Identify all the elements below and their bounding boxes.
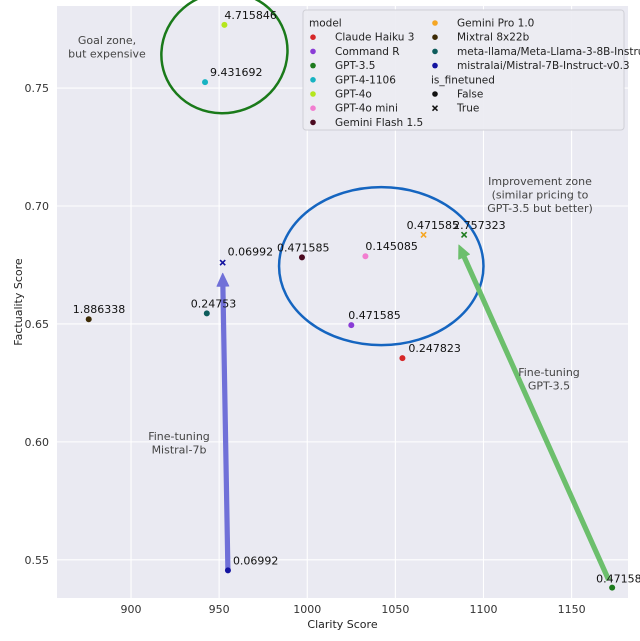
data-point (202, 79, 209, 86)
legend-item: Command R (310, 46, 400, 58)
data-point (203, 310, 210, 317)
legend-item: GPT-4o (310, 89, 372, 101)
improvement-zone-ellipse (277, 185, 485, 347)
svg-text:Command R: Command R (335, 46, 400, 58)
legend-box (302, 9, 625, 131)
annotation-finetune-mistral: Fine-tuning Mistral-7b (148, 430, 210, 457)
x-axis-label: Clarity Score (307, 618, 377, 631)
x-tick-label: 1000 (293, 603, 321, 616)
point-label: 4.715846 (224, 9, 277, 22)
y-tick-label: 0.55 (25, 554, 50, 567)
x-tick-label: 1050 (381, 603, 409, 616)
legend-title: model (309, 18, 342, 30)
y-tick-label: 0.75 (25, 82, 50, 95)
mistral-arrow (216, 272, 231, 571)
svg-text:Claude Haiku 3: Claude Haiku 3 (335, 32, 414, 44)
legend-title: is_finetuned (431, 74, 495, 86)
point-label: 0.471585 (348, 309, 401, 322)
point-label: 0.247823 (408, 342, 461, 355)
legend-item: Claude Haiku 3 (310, 32, 414, 44)
legend-item: False (432, 89, 483, 101)
y-tick-label: 0.70 (25, 200, 50, 213)
point-label: 0.471585 (277, 241, 330, 254)
svg-text:False: False (457, 89, 483, 101)
svg-text:GPT-4o mini: GPT-4o mini (335, 103, 398, 115)
gpt35-arrow (458, 244, 611, 582)
point-label: 0.471585 (596, 573, 640, 586)
svg-text:GPT-4-1106: GPT-4-1106 (335, 74, 396, 86)
annotation-finetune-gpt35: Fine-tuning GPT-3.5 (518, 366, 580, 393)
data-point (224, 567, 231, 574)
data-points (85, 21, 616, 591)
goal-zone-ellipse (160, 0, 289, 115)
data-point (221, 21, 228, 28)
arrows (216, 244, 611, 582)
data-point-finetuned (219, 259, 226, 266)
legend-item: Gemini Pro 1.0 (432, 18, 534, 30)
x-tick-label: 1100 (469, 603, 497, 616)
svg-text:True: True (456, 103, 479, 115)
point-label: 0.06992 (233, 554, 278, 567)
data-point (348, 322, 355, 329)
point-label: 0.24753 (191, 297, 237, 310)
x-tick-label: 950 (209, 603, 230, 616)
x-tick-label: 1150 (558, 603, 586, 616)
data-point-finetuned (420, 231, 427, 238)
y-tick-label: 0.65 (25, 318, 50, 331)
annotation-improvement-zone: Improvement zone (similar pricing to GPT-3… (487, 175, 593, 215)
y-tick-label: 0.60 (25, 436, 50, 449)
data-point (399, 355, 406, 362)
y-axis-label: Factuality Score (12, 258, 25, 346)
data-point-finetuned (460, 231, 468, 238)
data-point (609, 584, 616, 591)
point-label: 9.431692 (210, 66, 263, 79)
legend-item: GPT-4o mini (310, 103, 398, 115)
legend-item: meta-llama/Meta-Llama-3-8B-Instruct (432, 46, 640, 58)
annotations: Goal zone, but expensive Improvement zone(… (68, 34, 593, 457)
annotation-goal-zone: Goal zone, but expensive (68, 34, 146, 61)
zone-ellipses (160, 0, 485, 347)
point-label: 1.886338 (73, 303, 126, 316)
svg-text:mistralai/Mistral-7B-Instruct-: mistralai/Mistral-7B-Instruct-v0.3 (457, 60, 630, 72)
data-point (298, 254, 305, 261)
point-label: 0.145085 (365, 240, 418, 253)
svg-text:meta-llama/Meta-Llama-3-8B-Ins: meta-llama/Meta-Llama-3-8B-Instruct (457, 46, 640, 58)
svg-text:Gemini Flash 1.5: Gemini Flash 1.5 (335, 117, 423, 129)
legend-item: GPT-4-1106 (310, 74, 396, 86)
legend-item: GPT-3.5 (310, 60, 375, 72)
legend-item: True (431, 103, 479, 115)
tick-labels: 900 950 1000 1050 1100 1150 0.55 0.60 0.65 0.70 0.… (25, 82, 586, 616)
svg-text:GPT-4o: GPT-4o (335, 89, 372, 101)
svg-text:GPT-3.5: GPT-3.5 (335, 60, 375, 72)
point-label: 2.757323 (453, 219, 506, 232)
legend-item: mistralai/Mistral-7B-Instruct-v0.3 (432, 60, 630, 72)
data-point (362, 253, 369, 260)
point-label: 0.471585 (407, 219, 460, 232)
svg-text:Gemini Pro 1.0: Gemini Pro 1.0 (457, 18, 534, 30)
point-label: 0.06992 (228, 246, 274, 259)
data-point (85, 316, 92, 323)
legend-item: Gemini Flash 1.5 (310, 117, 423, 129)
legend-item: Mixtral 8x22b (432, 32, 530, 44)
x-tick-label: 900 (121, 603, 142, 616)
legend: model Claude Haiku 3 Command R GPT-3.5 GPT-4… (302, 9, 640, 131)
svg-text:Mixtral 8x22b: Mixtral 8x22b (457, 32, 530, 44)
